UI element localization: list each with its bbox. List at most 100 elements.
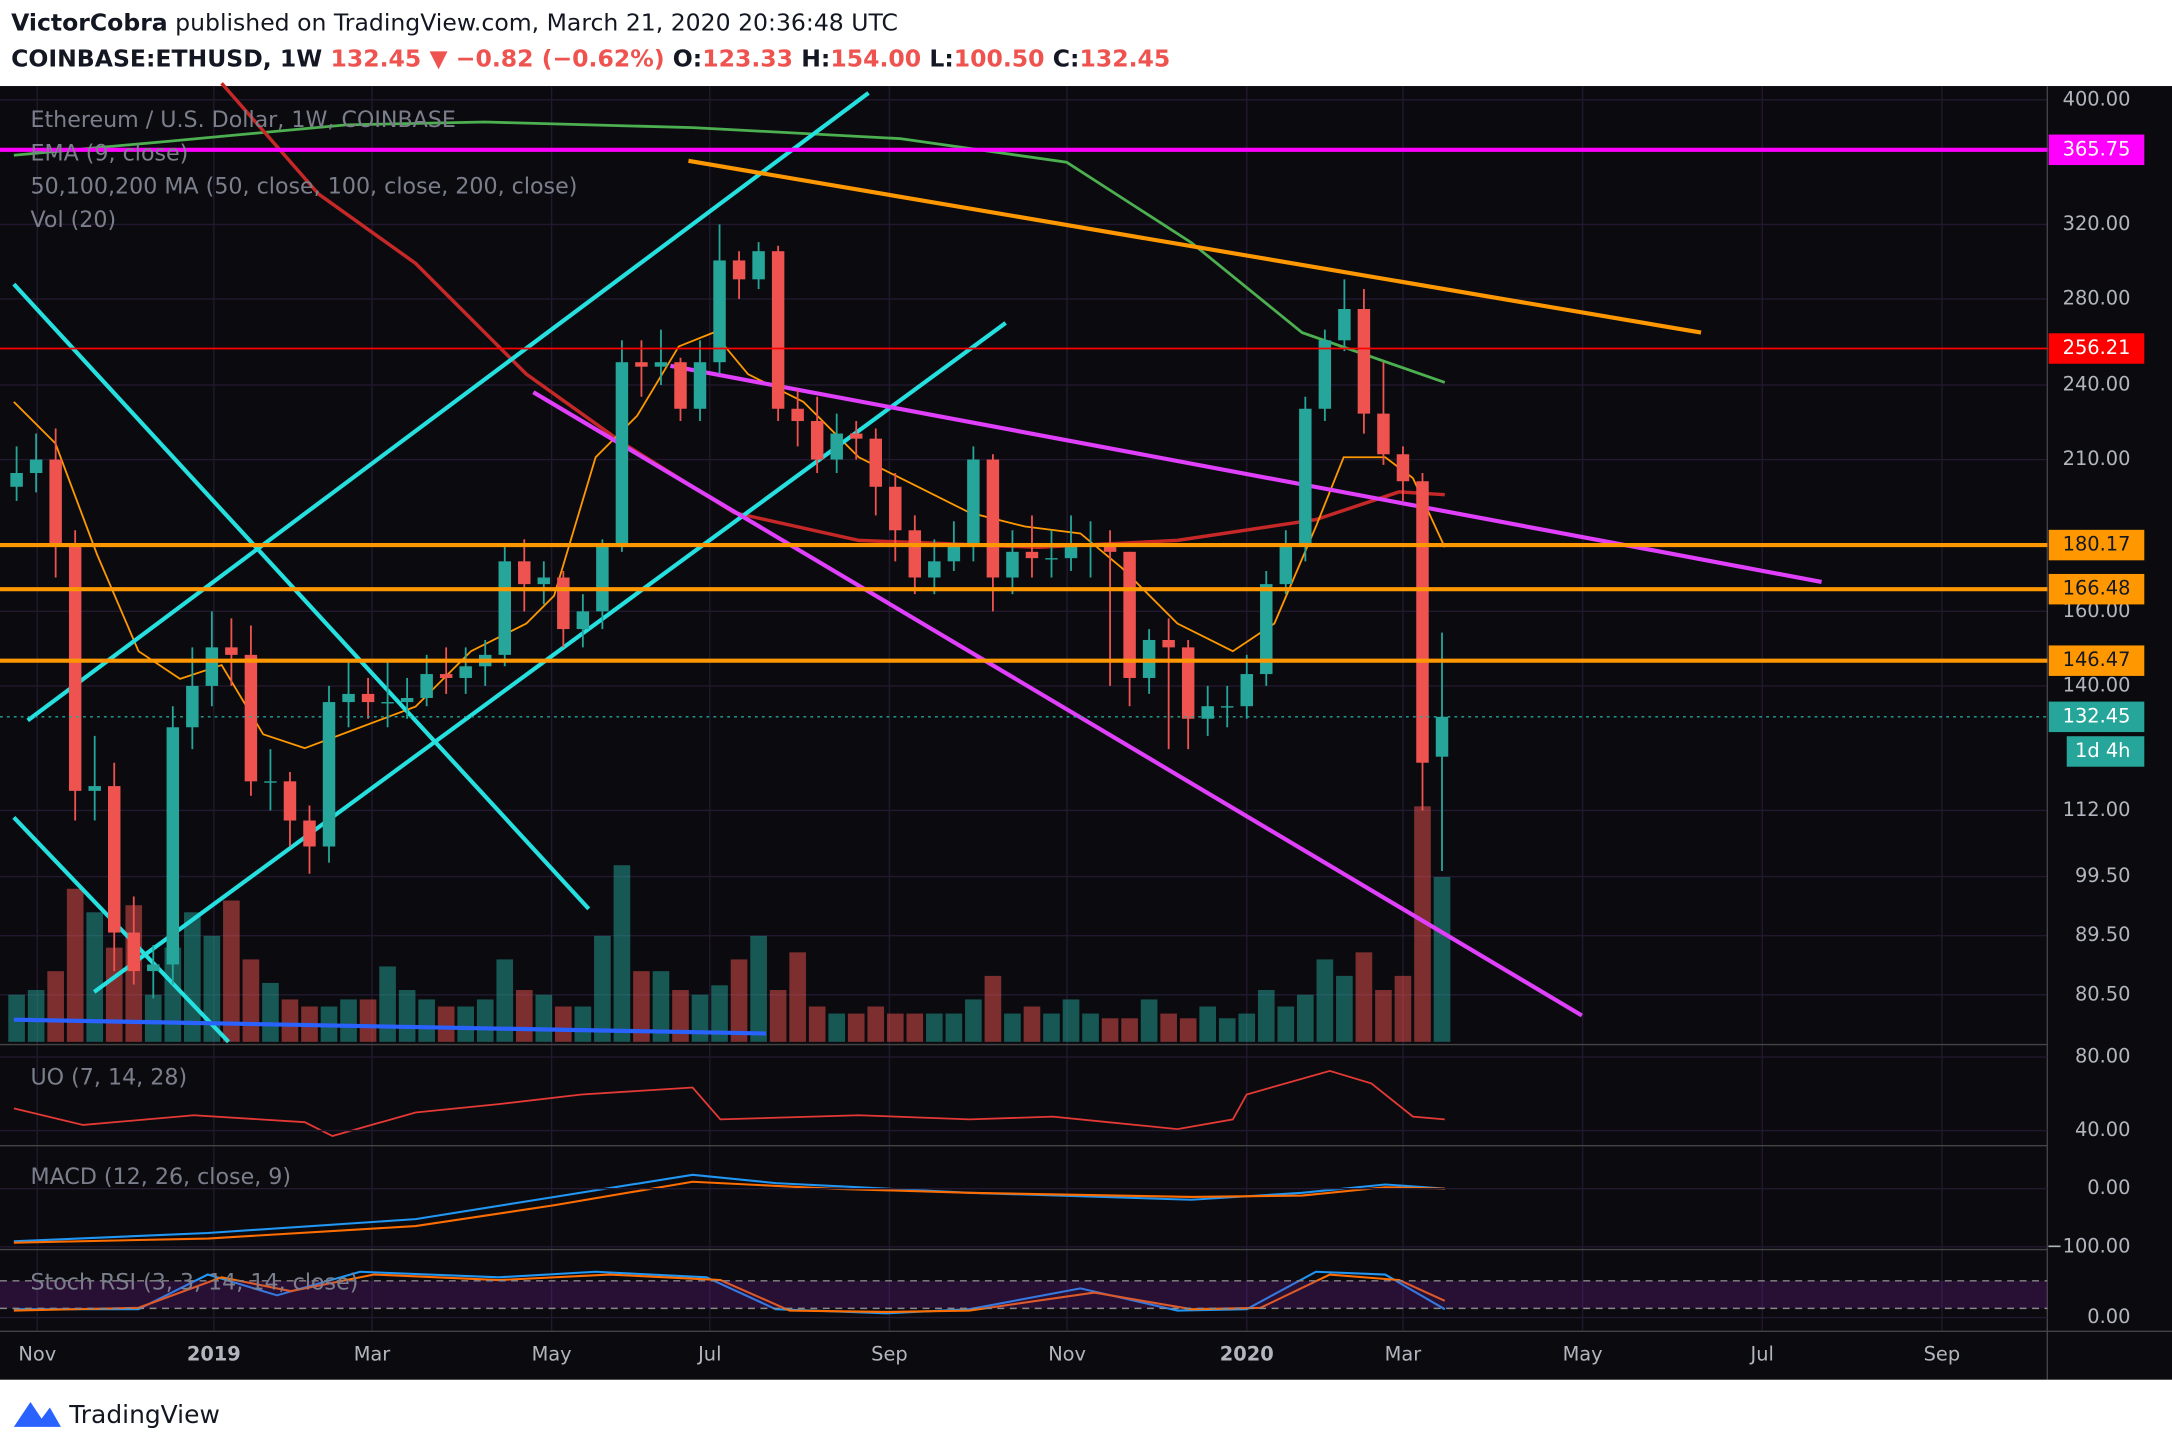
volume-bar <box>691 994 709 1042</box>
volume-bar <box>1043 1013 1060 1042</box>
volume-bar <box>672 990 689 1042</box>
volume-bar <box>1277 1006 1295 1042</box>
candle-body <box>225 647 238 655</box>
volume-bar <box>535 994 553 1042</box>
stoch-band <box>0 1280 2048 1309</box>
ohlc-value: 154.00 <box>830 44 921 72</box>
x-tick-label: Sep <box>1924 1342 1961 1365</box>
volume-bar <box>1121 1018 1138 1042</box>
volume-bar <box>1257 990 1275 1042</box>
y-tick-label: 80.00 <box>2075 1045 2130 1068</box>
level-label: 180.17 <box>2063 533 2131 556</box>
candle-body <box>752 251 765 280</box>
level-label: 132.45 <box>2063 704 2131 727</box>
candle-body <box>654 362 668 367</box>
x-tick-label: 2020 <box>1220 1342 1274 1365</box>
x-tick-label: Nov <box>1048 1342 1086 1365</box>
volume-bar <box>711 985 728 1042</box>
volume-bar <box>886 1013 904 1042</box>
trendline <box>26 91 870 723</box>
stoch-k <box>13 1270 1446 1315</box>
candle-body <box>1377 413 1390 455</box>
volume-bar <box>223 900 240 1042</box>
x-tick-label: May <box>532 1342 572 1365</box>
candle-body <box>381 702 394 704</box>
volume-bar <box>1297 994 1314 1042</box>
volume-bar <box>1160 1013 1177 1042</box>
ohlc-label: H: <box>801 44 830 72</box>
volume-bar <box>1199 1006 1217 1042</box>
chart-title: Ethereum / U.S. Dollar, 1W, COINBASE <box>30 107 455 133</box>
candle-body <box>400 697 414 703</box>
candle-body <box>1338 308 1351 341</box>
logo <box>13 1401 61 1427</box>
candle-body <box>166 727 180 965</box>
x-tick-label: Mar <box>354 1342 391 1365</box>
candle-body <box>283 781 297 821</box>
level-label-bg <box>2048 573 2145 605</box>
countdown-bg <box>2066 736 2145 767</box>
volume-bar <box>1394 975 1412 1042</box>
trendline <box>13 1017 767 1036</box>
candle-body <box>537 577 551 585</box>
volume-layer <box>8 806 1451 1042</box>
countdown: 1d 4h <box>2075 739 2130 762</box>
candle-body <box>830 433 843 460</box>
candle-body <box>615 362 629 546</box>
candle-body <box>928 561 941 578</box>
candle-body <box>1279 545 1293 585</box>
candle-body <box>1240 674 1253 707</box>
ohlc-value: 100.50 <box>954 44 1045 72</box>
volume-bar <box>574 1006 592 1042</box>
volume-bar <box>359 999 377 1042</box>
volume-bar <box>1375 990 1392 1042</box>
indicator-title: Stoch RSI (3, 3, 14, 14, close) <box>30 1269 358 1295</box>
volume-bar <box>1355 952 1373 1042</box>
chart-bg <box>0 86 2172 1380</box>
volume-bar <box>984 975 1002 1042</box>
level-label: 365.75 <box>2063 137 2131 160</box>
volume-bar <box>398 990 416 1042</box>
brand: TradingView <box>68 1400 220 1429</box>
volume-bar <box>1101 1018 1119 1042</box>
y-tick-label: 240.00 <box>2063 372 2131 395</box>
volume-bar <box>555 1006 572 1042</box>
candle-body <box>596 545 609 612</box>
volume-bar <box>86 912 104 1042</box>
change: 132.45 ▼ −0.82 (−0.62%) <box>330 44 664 72</box>
candle-layer <box>10 224 1449 999</box>
y-tick-label: 80.50 <box>2075 982 2130 1005</box>
candle-body <box>342 693 355 703</box>
indicator-title: MACD (12, 26, close, 9) <box>30 1164 291 1190</box>
candle-body <box>1357 308 1371 414</box>
candle-body <box>1045 558 1058 560</box>
x-tick-label: May <box>1563 1342 1603 1365</box>
candle-body <box>1181 647 1195 719</box>
candle-body <box>947 545 961 562</box>
volume-bar <box>1316 959 1334 1042</box>
candle-body <box>498 561 511 655</box>
volume-bar <box>1218 1018 1236 1042</box>
volume-bar <box>281 999 299 1042</box>
volume-bar <box>1023 1006 1041 1042</box>
candle-body <box>810 421 824 460</box>
logo-icon <box>13 1401 61 1427</box>
candle-body <box>1416 481 1429 763</box>
candle-body <box>1260 584 1273 675</box>
candle-body <box>322 702 336 847</box>
candle-body <box>791 408 804 422</box>
candle-body <box>1299 408 1312 546</box>
x-tick-label: Mar <box>1385 1342 1422 1365</box>
candle-body <box>674 362 687 409</box>
volume-bar <box>66 888 84 1042</box>
ma-200 <box>13 120 1446 384</box>
level-label-bg <box>2048 701 2145 733</box>
volume-bar <box>945 1013 963 1042</box>
ohlc-value: 132.45 <box>1079 44 1170 72</box>
candle-body <box>1220 706 1234 708</box>
ohlc-label: O: <box>673 44 702 72</box>
candle-body <box>127 932 140 972</box>
y-tick-label: 89.50 <box>2075 923 2130 946</box>
x-tick-label: Jul <box>697 1342 721 1365</box>
volume-bar <box>457 1006 475 1042</box>
